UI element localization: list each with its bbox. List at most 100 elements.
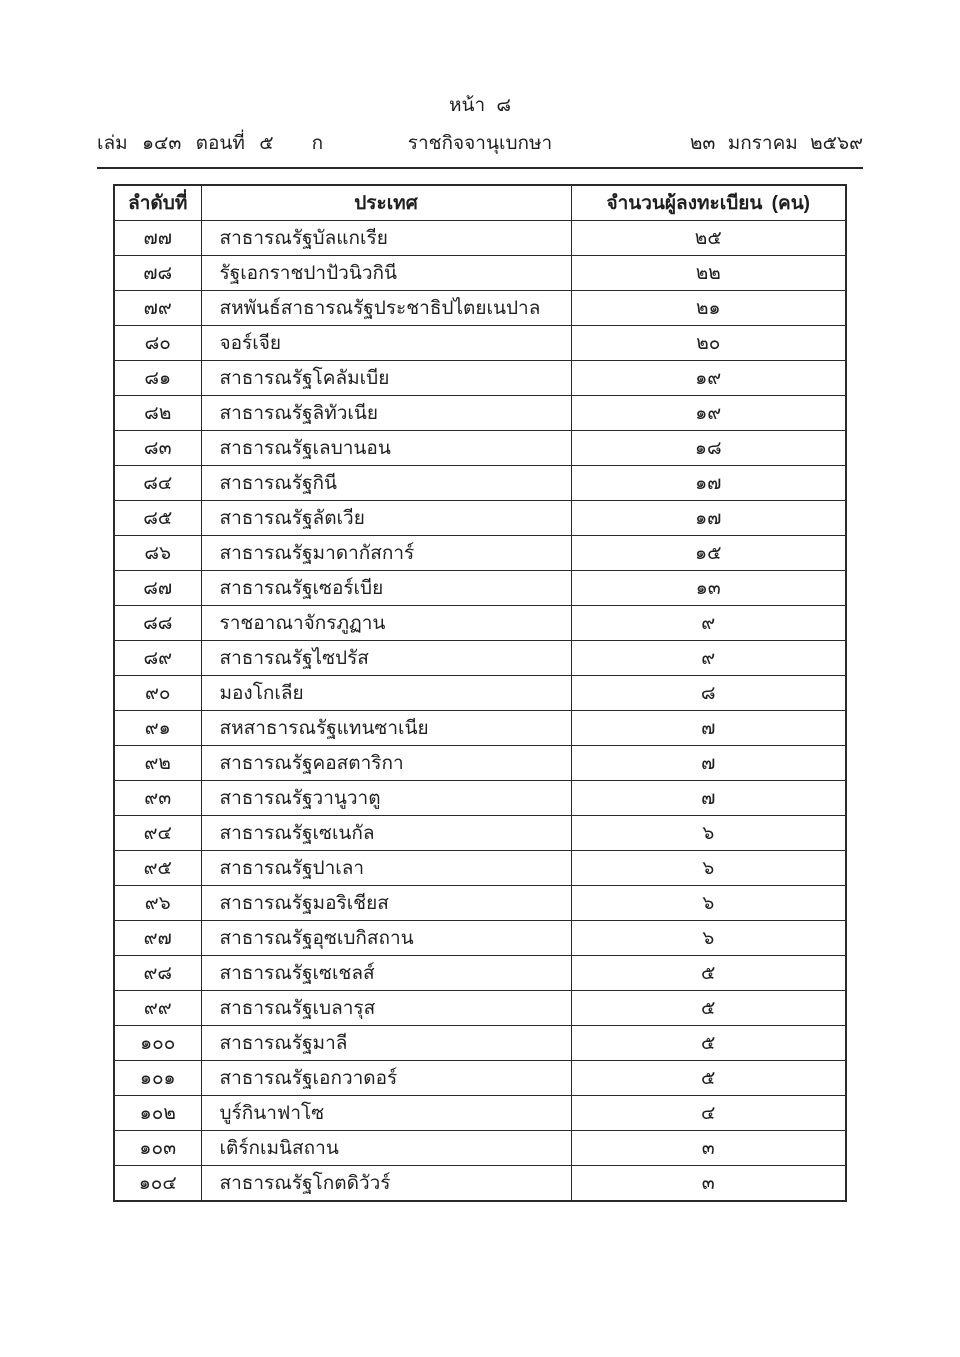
- country-cell: สาธารณรัฐโกตดิวัวร์: [200, 1165, 572, 1202]
- table-row: ๘๒ สาธารณรัฐลิทัวเนีย ๑๙: [113, 395, 847, 431]
- registration-table-head: ลำดับที่ ประเทศ จำนวนผู้ลงทะเบียน (คน): [113, 184, 847, 221]
- country-cell: สาธารณรัฐมาดากัสการ์: [200, 535, 572, 571]
- row-number-cell: ๘๙: [113, 640, 202, 676]
- country-cell: สาธารณรัฐเลบานอน: [200, 430, 572, 466]
- country-cell: สาธารณรัฐเซอร์เบีย: [200, 570, 572, 606]
- registrant-count-cell: ๖: [570, 920, 847, 956]
- registrant-count-cell: ๒๕: [570, 220, 847, 256]
- registrant-count-cell: ๑๙: [570, 360, 847, 396]
- row-number-cell: ๙๑: [113, 710, 202, 746]
- registrant-count-cell: ๓: [570, 1165, 847, 1202]
- volume-part-text: เล่ม ๑๔๓ ตอนที่ ๕: [97, 133, 274, 154]
- row-number-cell: ๙๘: [113, 955, 202, 991]
- registrant-count-cell: ๒๑: [570, 290, 847, 326]
- country-cell: สาธารณรัฐวานูวาตู: [200, 780, 572, 816]
- country-cell: สาธารณรัฐลัตเวีย: [200, 500, 572, 536]
- gazette-date: ๒๓ มกราคม ๒๕๖๙: [689, 133, 863, 154]
- registrant-count-cell: ๓: [570, 1130, 847, 1166]
- row-number-cell: ๑๐๓: [113, 1130, 202, 1166]
- registrant-count-cell: ๒๐: [570, 325, 847, 361]
- row-number-cell: ๙๖: [113, 885, 202, 921]
- registrant-count-cell: ๔: [570, 1095, 847, 1131]
- row-number-cell: ๘๘: [113, 605, 202, 641]
- row-number-cell: ๗๘: [113, 255, 202, 291]
- table-row: ๑๐๐ สาธารณรัฐมาลี๕: [113, 1025, 847, 1061]
- header-count: จำนวนผู้ลงทะเบียน (คน): [570, 184, 847, 221]
- registrant-count-cell: ๑๙: [570, 395, 847, 431]
- country-cell: สาธารณรัฐปาเลา: [200, 850, 572, 886]
- row-number-cell: ๘๑: [113, 360, 202, 396]
- row-number-cell: ๘๔: [113, 465, 202, 501]
- row-number-cell: ๙๒: [113, 745, 202, 781]
- table-row: ๑๐๒ บูร์กินาฟาโซ๔: [113, 1095, 847, 1131]
- row-number-cell: ๘๐: [113, 325, 202, 361]
- page-number-label: หน้า ๘: [448, 95, 512, 116]
- table-row: ๗๘ รัฐเอกราชปาปัวนิวกินี ๒๒: [113, 255, 847, 291]
- registrant-count-cell: ๑๗: [570, 465, 847, 501]
- row-number-cell: ๙๙: [113, 990, 202, 1026]
- country-cell: สาธารณรัฐเอกวาดอร์: [200, 1060, 572, 1096]
- registration-table: ลำดับที่ ประเทศ จำนวนผู้ลงทะเบียน (คน) ๗…: [113, 184, 847, 1202]
- country-cell: สาธารณรัฐไซปรัส: [200, 640, 572, 676]
- section-letter: ก: [311, 133, 324, 154]
- country-cell: สาธารณรัฐกินี: [200, 465, 572, 501]
- registrant-count-cell: ๕: [570, 955, 847, 991]
- country-cell: จอร์เจีย: [200, 325, 572, 361]
- registrant-count-cell: ๖: [570, 850, 847, 886]
- country-cell: บูร์กินาฟาโซ: [200, 1095, 572, 1131]
- row-number-cell: ๙๗: [113, 920, 202, 956]
- table-row: ๑๐๑ สาธารณรัฐเอกวาดอร์๕: [113, 1060, 847, 1096]
- registrant-count-cell: ๖: [570, 885, 847, 921]
- country-cell: ราชอาณาจักรภูฏาน: [200, 605, 572, 641]
- header-row: ลำดับที่ ประเทศ จำนวนผู้ลงทะเบียน (คน): [113, 184, 847, 221]
- row-number-cell: ๘๓: [113, 430, 202, 466]
- country-cell: สาธารณรัฐมอริเชียส: [200, 885, 572, 921]
- table-row: ๘๓ สาธารณรัฐเลบานอน ๑๘: [113, 430, 847, 466]
- table-row: ๘๕ สาธารณรัฐลัตเวีย ๑๗: [113, 500, 847, 536]
- row-number-cell: ๑๐๑: [113, 1060, 202, 1096]
- registrant-count-cell: ๕: [570, 990, 847, 1026]
- table-row: ๙๘ สาธารณรัฐเซเชลส์๕: [113, 955, 847, 991]
- row-number-cell: ๙๔: [113, 815, 202, 851]
- registrant-count-cell: ๑๓: [570, 570, 847, 606]
- country-cell: สาธารณรัฐเบลารุส: [200, 990, 572, 1026]
- country-cell: สาธารณรัฐอุซเบกิสถาน: [200, 920, 572, 956]
- table-row: ๙๗ สาธารณรัฐอุซเบกิสถาน๖: [113, 920, 847, 956]
- gazette-title: ราชกิจจานุเบกษา: [407, 133, 553, 154]
- country-cell: สาธารณรัฐคอสตาริกา: [200, 745, 572, 781]
- registrant-count-cell: ๙: [570, 640, 847, 676]
- registrant-count-cell: ๕: [570, 1025, 847, 1061]
- row-number-cell: ๙๕: [113, 850, 202, 886]
- row-number-cell: ๘๗: [113, 570, 202, 606]
- table-row: ๑๐๓ เติร์กเมนิสถาน๓: [113, 1130, 847, 1166]
- row-number-cell: ๑๐๒: [113, 1095, 202, 1131]
- registrant-count-cell: ๗: [570, 745, 847, 781]
- table-row: ๘๗ สาธารณรัฐเซอร์เบีย ๑๓: [113, 570, 847, 606]
- registrant-count-cell: ๒๒: [570, 255, 847, 291]
- table-row: ๗๗ สาธารณรัฐบัลแกเรีย ๒๕: [113, 220, 847, 256]
- registration-table-body: ๗๗ สาธารณรัฐบัลแกเรีย ๒๕ ๗๘ รัฐเอกราชปาปัวนิ…: [113, 220, 847, 1202]
- table-row: ๘๔ สาธารณรัฐกินี ๑๗: [113, 465, 847, 501]
- row-number-cell: ๗๙: [113, 290, 202, 326]
- table-row: ๘๖ สาธารณรัฐมาดากัสการ์ ๑๕: [113, 535, 847, 571]
- registrant-count-cell: ๕: [570, 1060, 847, 1096]
- table-row: ๘๘ ราชอาณาจักรภูฏาน๙: [113, 605, 847, 641]
- row-number-cell: ๘๖: [113, 535, 202, 571]
- masthead: เล่ม ๑๔๓ ตอนที่ ๕ ก ราชกิจจานุเบกษา ๒๓ มก…: [97, 128, 863, 169]
- table-row: ๙๑ สหสาธารณรัฐแทนซาเนีย๗: [113, 710, 847, 746]
- table-row: ๙๙ สาธารณรัฐเบลารุส๕: [113, 990, 847, 1026]
- table-row: ๙๓ สาธารณรัฐวานูวาตู๗: [113, 780, 847, 816]
- registrant-count-cell: ๗: [570, 780, 847, 816]
- row-number-cell: ๘๕: [113, 500, 202, 536]
- table-row: ๙๕ สาธารณรัฐปาเลา๖: [113, 850, 847, 886]
- country-cell: สาธารณรัฐเซเนกัล: [200, 815, 572, 851]
- country-cell: สาธารณรัฐบัลแกเรีย: [200, 220, 572, 256]
- country-cell: เติร์กเมนิสถาน: [200, 1130, 572, 1166]
- table-row: ๘๑ สาธารณรัฐโคลัมเบีย ๑๙: [113, 360, 847, 396]
- registrant-count-cell: ๗: [570, 710, 847, 746]
- volume-part-label: เล่ม ๑๔๓ ตอนที่ ๕ ก: [97, 128, 323, 158]
- header-country: ประเทศ: [200, 184, 572, 221]
- country-cell: รัฐเอกราชปาปัวนิวกินี: [200, 255, 572, 291]
- registrant-count-cell: ๑๗: [570, 500, 847, 536]
